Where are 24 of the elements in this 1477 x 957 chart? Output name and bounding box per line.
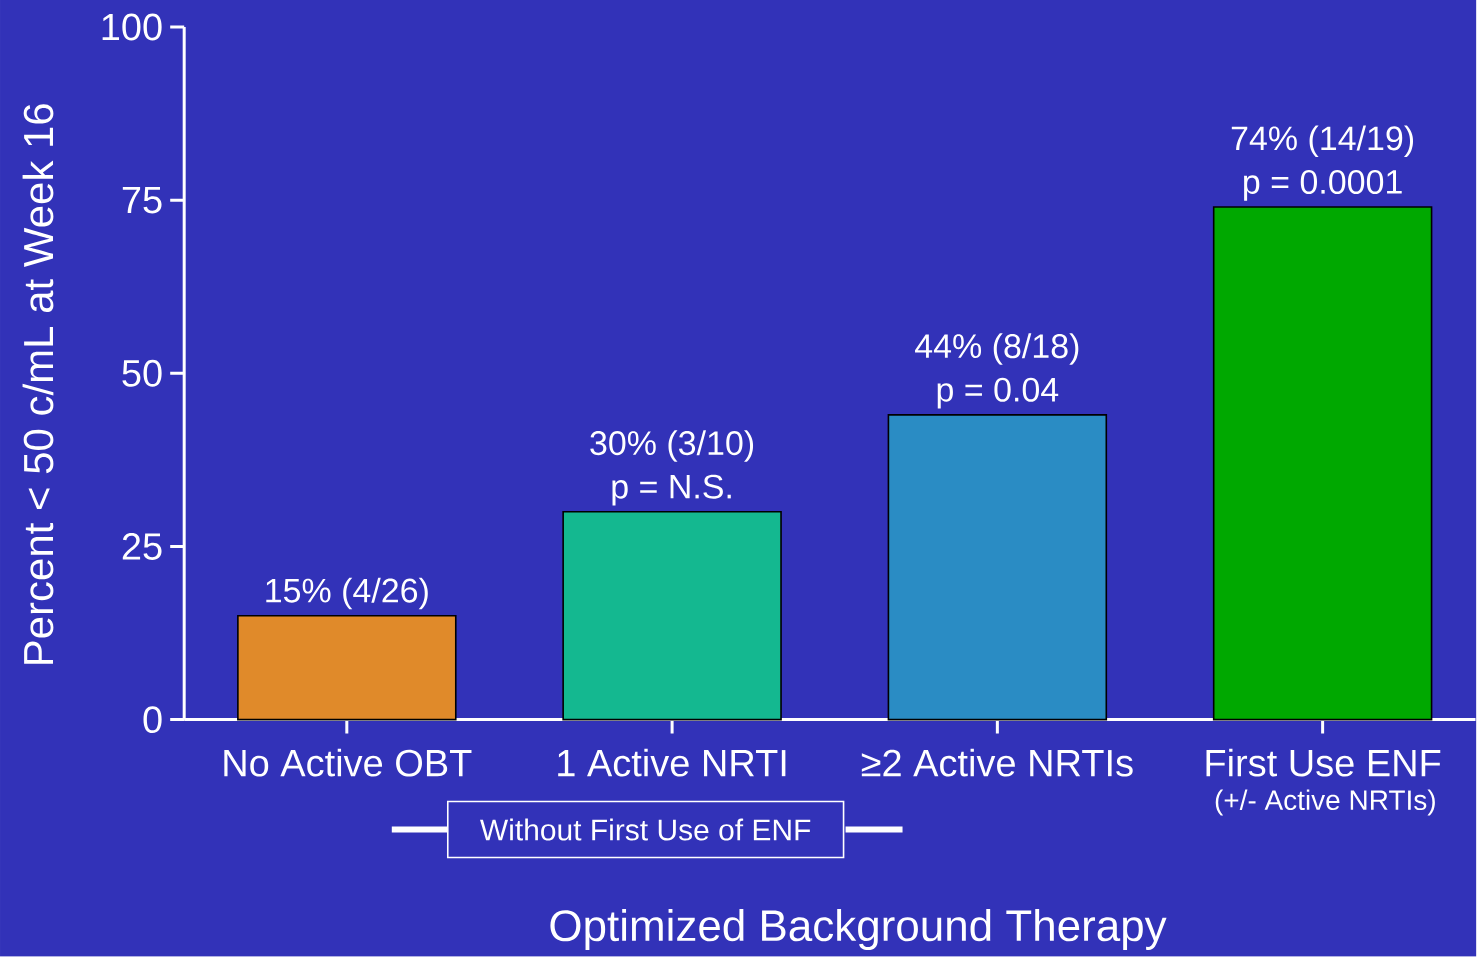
bar xyxy=(562,511,782,721)
data-label: 30% (3/10) xyxy=(590,430,754,463)
bar xyxy=(1212,206,1433,721)
y-tick-label: 0 xyxy=(143,706,162,734)
annotation: p = 0.04 xyxy=(937,377,1059,409)
x-tick-label: First Use ENF xyxy=(1206,748,1441,777)
y-tick-label: 100 xyxy=(102,13,162,41)
data-label: 44% (8/18) xyxy=(915,333,1079,366)
x-tick-label: No Active OBT xyxy=(224,748,472,777)
y-tick-label: 50 xyxy=(122,360,162,387)
text: (+/- Active NRTIs) xyxy=(1215,789,1435,816)
y-axis-title: Percent < 50 c/mL at Week 16 xyxy=(22,104,54,665)
text: Without First Use of ENF xyxy=(480,818,811,841)
x-tick-label: ≥2 Active NRTIs xyxy=(861,748,1133,777)
data-label: 15% (4/26) xyxy=(266,577,428,610)
x-axis-title: Optimized Background Therapy xyxy=(550,909,1167,951)
bar xyxy=(237,615,457,721)
y-tick-label: 25 xyxy=(122,533,162,561)
annotation: p = 0.0001 xyxy=(1244,170,1402,201)
bar xyxy=(887,414,1108,721)
data-label: 74% (14/19) xyxy=(1231,125,1414,158)
annotation: p = N.S. xyxy=(612,474,731,506)
x-tick-label: 1 Active NRTI xyxy=(558,748,786,777)
y-tick-label: 75 xyxy=(122,187,162,214)
